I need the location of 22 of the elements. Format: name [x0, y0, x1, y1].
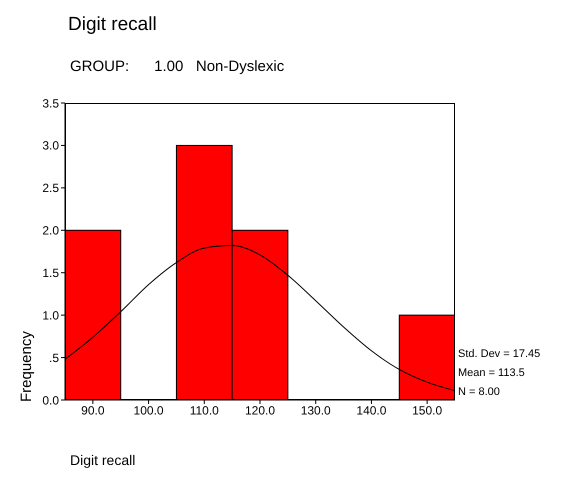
chart-subtitle: GROUP: 1.00 Non-Dyslexic [70, 58, 284, 75]
y-tick-label: .5 [48, 350, 60, 365]
text: Mean = 113.5 [458, 366, 526, 381]
x-tick-label: 100.0 [134, 404, 164, 418]
text: Std. Dev = 17.45 [458, 347, 540, 362]
y-tick-label: 2.0 [42, 224, 60, 238]
y-tick-label: 1.0 [42, 308, 60, 322]
y-tick-label: 2.5 [42, 181, 60, 196]
chart-title: Digit recall [68, 14, 157, 36]
text: N = 8.00 [458, 385, 501, 400]
x-tick-label: 110.0 [190, 404, 220, 418]
y-tick-label: 3.0 [42, 138, 60, 153]
y-tick-label: 0.0 [42, 393, 60, 408]
x-tick-label: 90.0 [81, 404, 105, 418]
y-tick-label: 1.5 [42, 266, 60, 280]
x-tick-label: 150.0 [412, 404, 442, 418]
x-tick-label: 130.0 [300, 404, 332, 418]
y-tick-label: 3.5 [42, 96, 60, 110]
y-axis-title: Frequency [18, 331, 35, 402]
x-axis-title: Digit recall [70, 452, 136, 468]
x-tick-label: 140.0 [356, 404, 387, 418]
x-tick-label: 120.0 [244, 404, 276, 418]
